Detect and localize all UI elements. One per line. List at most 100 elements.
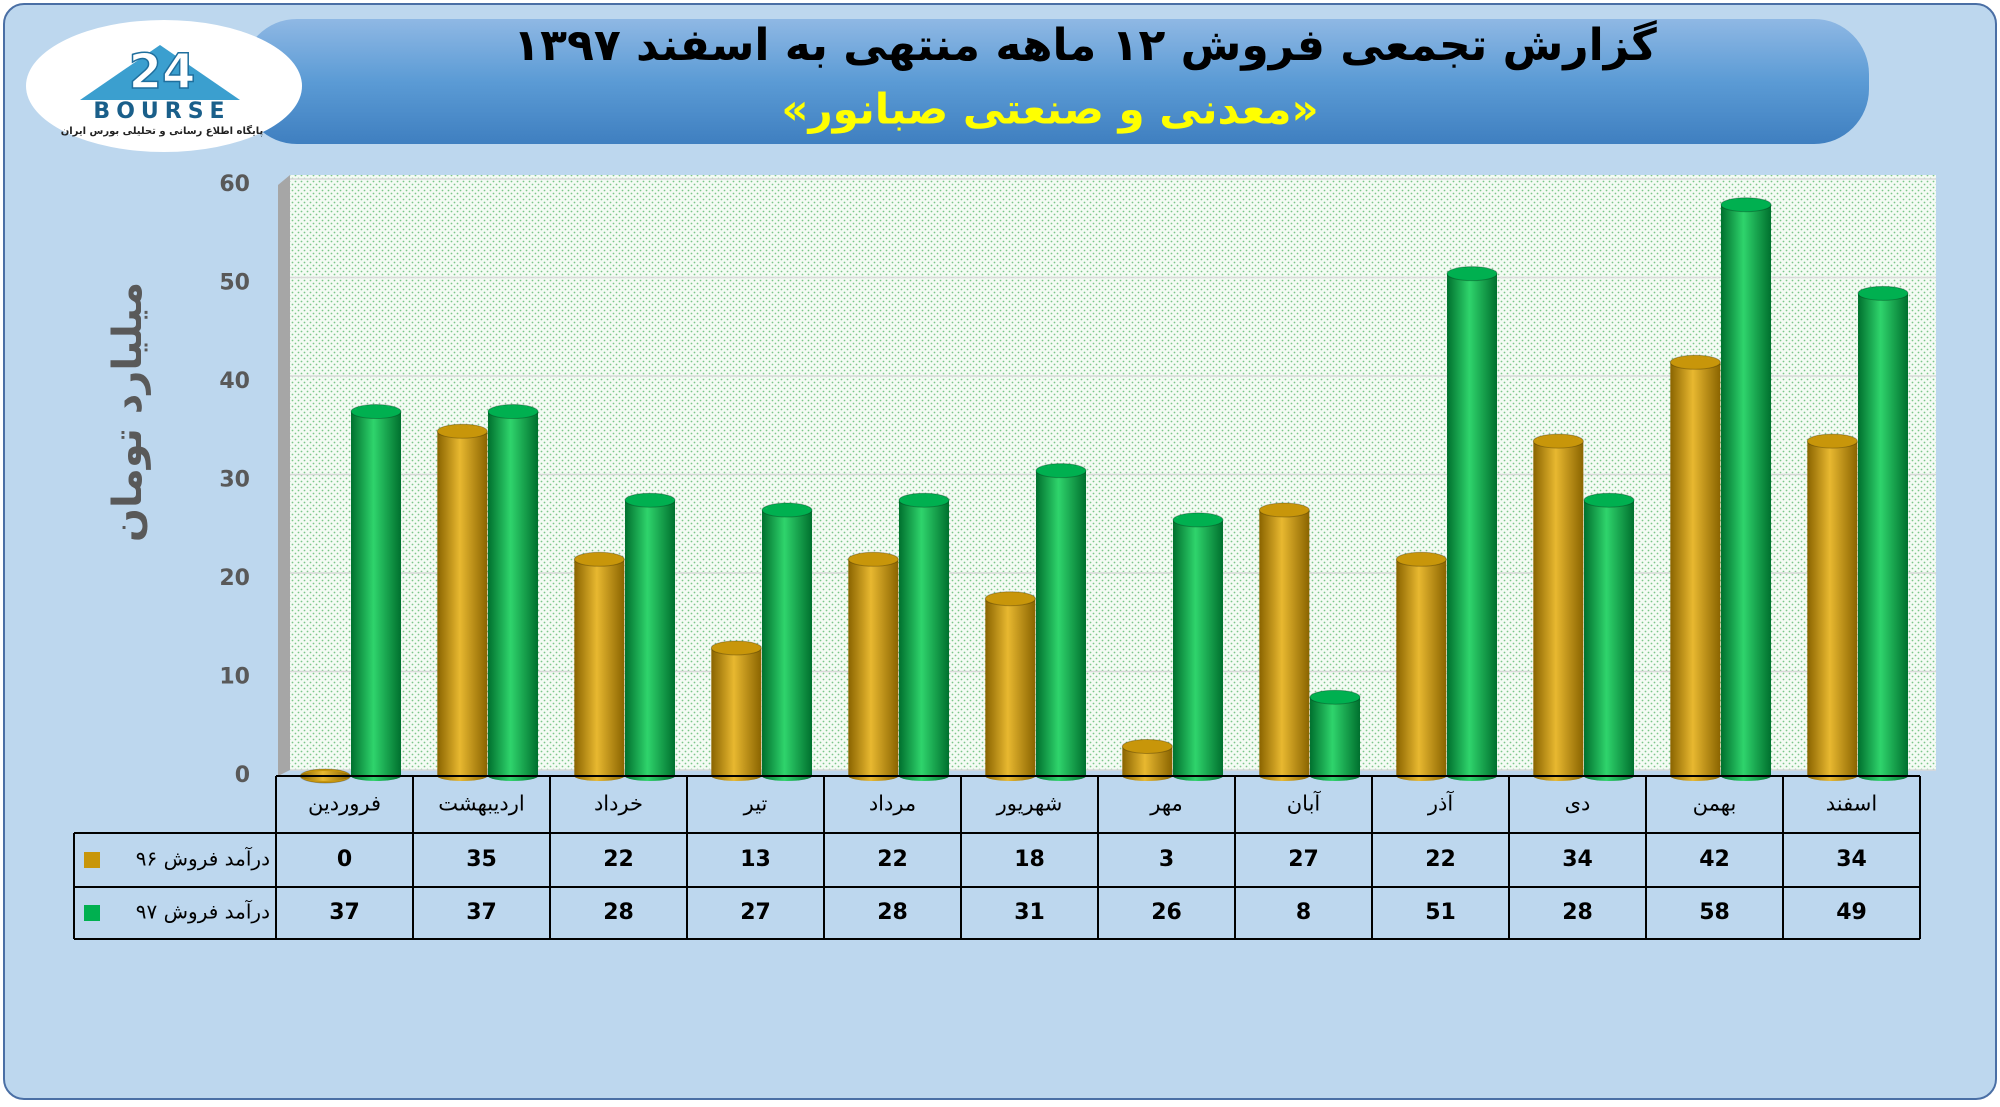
- legend-swatch: [84, 852, 100, 868]
- bar: [1584, 500, 1635, 776]
- bar-cap: [1806, 433, 1858, 449]
- table-value: 3: [1159, 847, 1174, 872]
- bar: [625, 500, 676, 776]
- table-value: 31: [1014, 900, 1045, 925]
- bar: [351, 411, 402, 776]
- bar: [1447, 273, 1498, 776]
- bar: [1036, 470, 1087, 776]
- bar-cap: [984, 591, 1036, 607]
- y-tick-label: 60: [219, 172, 250, 197]
- bar: [1721, 204, 1772, 776]
- bar: [1259, 510, 1310, 776]
- logo-tagline: پایگاه اطلاع رسانی و تحلیلی بورس ایران: [61, 124, 264, 137]
- y-axis-label: میلیارد تومان: [105, 282, 151, 542]
- logo-brand: BOURSE: [93, 99, 230, 124]
- table-value: 22: [877, 847, 908, 872]
- y-tick-label: 20: [219, 566, 250, 591]
- bar-cap: [1583, 492, 1635, 508]
- side-wall: [278, 175, 290, 776]
- x-tick-label: فروردین: [308, 792, 381, 816]
- x-tick-label: آبان: [1287, 791, 1322, 816]
- bar-cap: [847, 551, 899, 567]
- x-tick-label: آذر: [1427, 791, 1454, 816]
- bar-cap: [1532, 433, 1584, 449]
- table-value: 58: [1699, 900, 1730, 925]
- table-value: 22: [603, 847, 634, 872]
- bar-cap: [1395, 551, 1447, 567]
- table-value: 34: [1562, 847, 1593, 872]
- header-banner: [242, 19, 1869, 144]
- bar-cap: [1309, 689, 1361, 705]
- x-tick-label: مهر: [1149, 792, 1183, 816]
- table-value: 37: [329, 900, 360, 925]
- bar: [1173, 519, 1224, 776]
- bar-cap: [436, 423, 488, 439]
- bar-cap: [1720, 197, 1772, 213]
- bar-cap: [1669, 354, 1721, 370]
- bar: [1533, 441, 1584, 776]
- chart-title: گزارش تجمعی فروش ۱۲ ماهه منتهی به اسفند …: [513, 19, 1657, 71]
- x-tick-label: اسفند: [1826, 792, 1877, 816]
- bar-cap: [898, 492, 950, 508]
- bar: [711, 647, 762, 776]
- bar: [1670, 362, 1721, 776]
- y-tick-label: 0: [235, 763, 250, 788]
- table-value: 35: [466, 847, 497, 872]
- bar-cap: [1121, 738, 1173, 754]
- table-value: 22: [1425, 847, 1456, 872]
- table-value: 28: [877, 900, 908, 925]
- table-value: 28: [603, 900, 634, 925]
- table-value: 49: [1836, 900, 1867, 925]
- table-value: 51: [1425, 900, 1456, 925]
- table-value: 13: [740, 847, 771, 872]
- legend-swatch: [84, 905, 100, 921]
- bar: [1858, 293, 1909, 776]
- table-value: 27: [1288, 847, 1319, 872]
- bar: [1310, 697, 1361, 776]
- table-value: 27: [740, 900, 771, 925]
- bar: [1807, 441, 1858, 776]
- y-tick-label: 10: [219, 665, 250, 690]
- bar-cap: [710, 640, 762, 656]
- bar: [848, 559, 899, 776]
- bar: [985, 598, 1036, 776]
- bar: [574, 559, 625, 776]
- legend-label: درآمد فروش ۹۶: [136, 846, 270, 871]
- legend-label: درآمد فروش ۹۷: [136, 899, 270, 924]
- bar-cap: [761, 502, 813, 518]
- bar-cap: [1258, 502, 1310, 518]
- chart-subtitle: «معدنی و صنعتی صبانور»: [781, 85, 1318, 135]
- x-tick-label: اردیبهشت: [438, 792, 525, 816]
- x-tick-label: خرداد: [594, 792, 643, 816]
- y-tick-label: 30: [219, 468, 250, 493]
- x-tick-label: تیر: [743, 792, 768, 816]
- bar-cap: [573, 551, 625, 567]
- bar-cap: [350, 404, 402, 420]
- bar-cap: [1857, 285, 1909, 301]
- bar-cap: [1035, 463, 1087, 479]
- table-value: 0: [337, 847, 352, 872]
- x-tick-label: شهریور: [996, 792, 1063, 816]
- table-value: 34: [1836, 847, 1867, 872]
- x-tick-label: دی: [1565, 792, 1591, 816]
- bar-cap: [1446, 266, 1498, 282]
- bar: [1396, 559, 1447, 776]
- table-value: 37: [466, 900, 497, 925]
- y-tick-label: 40: [219, 369, 250, 394]
- y-tick-label: 50: [219, 271, 250, 296]
- bar-cap: [1172, 512, 1224, 528]
- table-value: 18: [1014, 847, 1045, 872]
- logo-number: 24: [129, 44, 196, 100]
- bar: [899, 500, 950, 776]
- table-value: 26: [1151, 900, 1182, 925]
- x-tick-label: مرداد: [869, 792, 916, 816]
- table-value: 8: [1296, 900, 1311, 925]
- bar: [762, 510, 813, 776]
- bar: [488, 411, 539, 776]
- logo-shape: [80, 45, 240, 100]
- bar: [437, 431, 488, 776]
- table-value: 28: [1562, 900, 1593, 925]
- bar-cap: [487, 404, 539, 420]
